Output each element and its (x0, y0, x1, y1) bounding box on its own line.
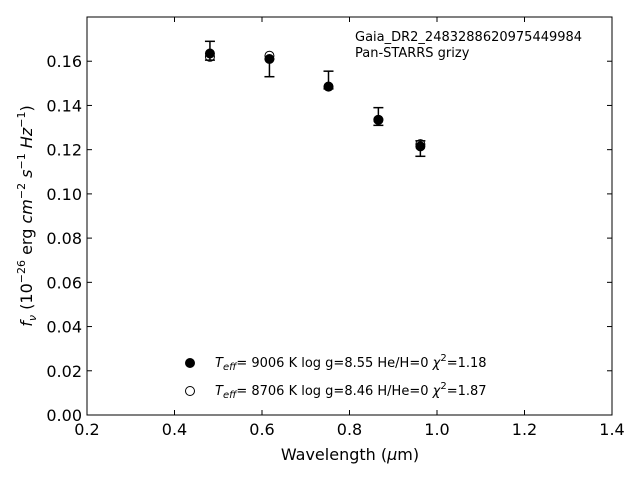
x-tick-label: 0.2 (74, 420, 99, 439)
x-tick-label: 1.2 (512, 420, 537, 439)
x-tick-label: 0.8 (337, 420, 362, 439)
x-tick-label: 1.4 (599, 420, 624, 439)
data-point-filled (415, 141, 426, 152)
y-tick-label: 0.06 (46, 273, 82, 292)
legend-entry-1: Teff= 9006 K log g=8.55 He/H=0 χ2=1.18 (215, 353, 487, 373)
data-point-filled (204, 48, 215, 59)
x-tick-label: 1.0 (424, 420, 449, 439)
y-tick-label: 0.16 (46, 52, 82, 71)
x-axis-label: Wavelength (μm) (281, 445, 419, 464)
y-tick-label: 0.00 (46, 406, 82, 425)
legend-marker-open (185, 386, 195, 396)
legend-entry-2: Teff= 8706 K log g=8.46 H/He=0 χ2=1.87 (215, 381, 487, 401)
chart-title-line-1: Gaia_DR2_2483288620975449984 (355, 30, 582, 45)
y-tick-label: 0.02 (46, 362, 82, 381)
y-tick-label: 0.04 (46, 318, 82, 337)
y-axis-label: fν (10−26 erg cm−2 s−1 Hz−1) (15, 105, 39, 326)
data-point-filled (264, 54, 275, 65)
axis-ticks: 0.2 0.4 0.6 0.8 1.0 1.2 1.4 0.00 0.02 0.04 0.06 0.0… (46, 17, 625, 439)
legend-marker-filled (185, 358, 195, 368)
legend: Teff= 9006 K log g=8.55 He/H=0 χ2=1.18 T… (185, 353, 487, 401)
data-point-filled (323, 81, 334, 92)
x-tick-label: 0.6 (249, 420, 274, 439)
y-tick-label: 0.08 (46, 229, 82, 248)
x-tick-label: 0.4 (162, 420, 187, 439)
y-tick-label: 0.10 (46, 185, 82, 204)
chart-title-line-2: Pan-STARRS grizy (355, 46, 470, 61)
data-point-filled (373, 114, 384, 125)
y-tick-label: 0.14 (46, 96, 82, 115)
y-tick-label: 0.12 (46, 141, 82, 160)
data-markers (204, 48, 426, 152)
